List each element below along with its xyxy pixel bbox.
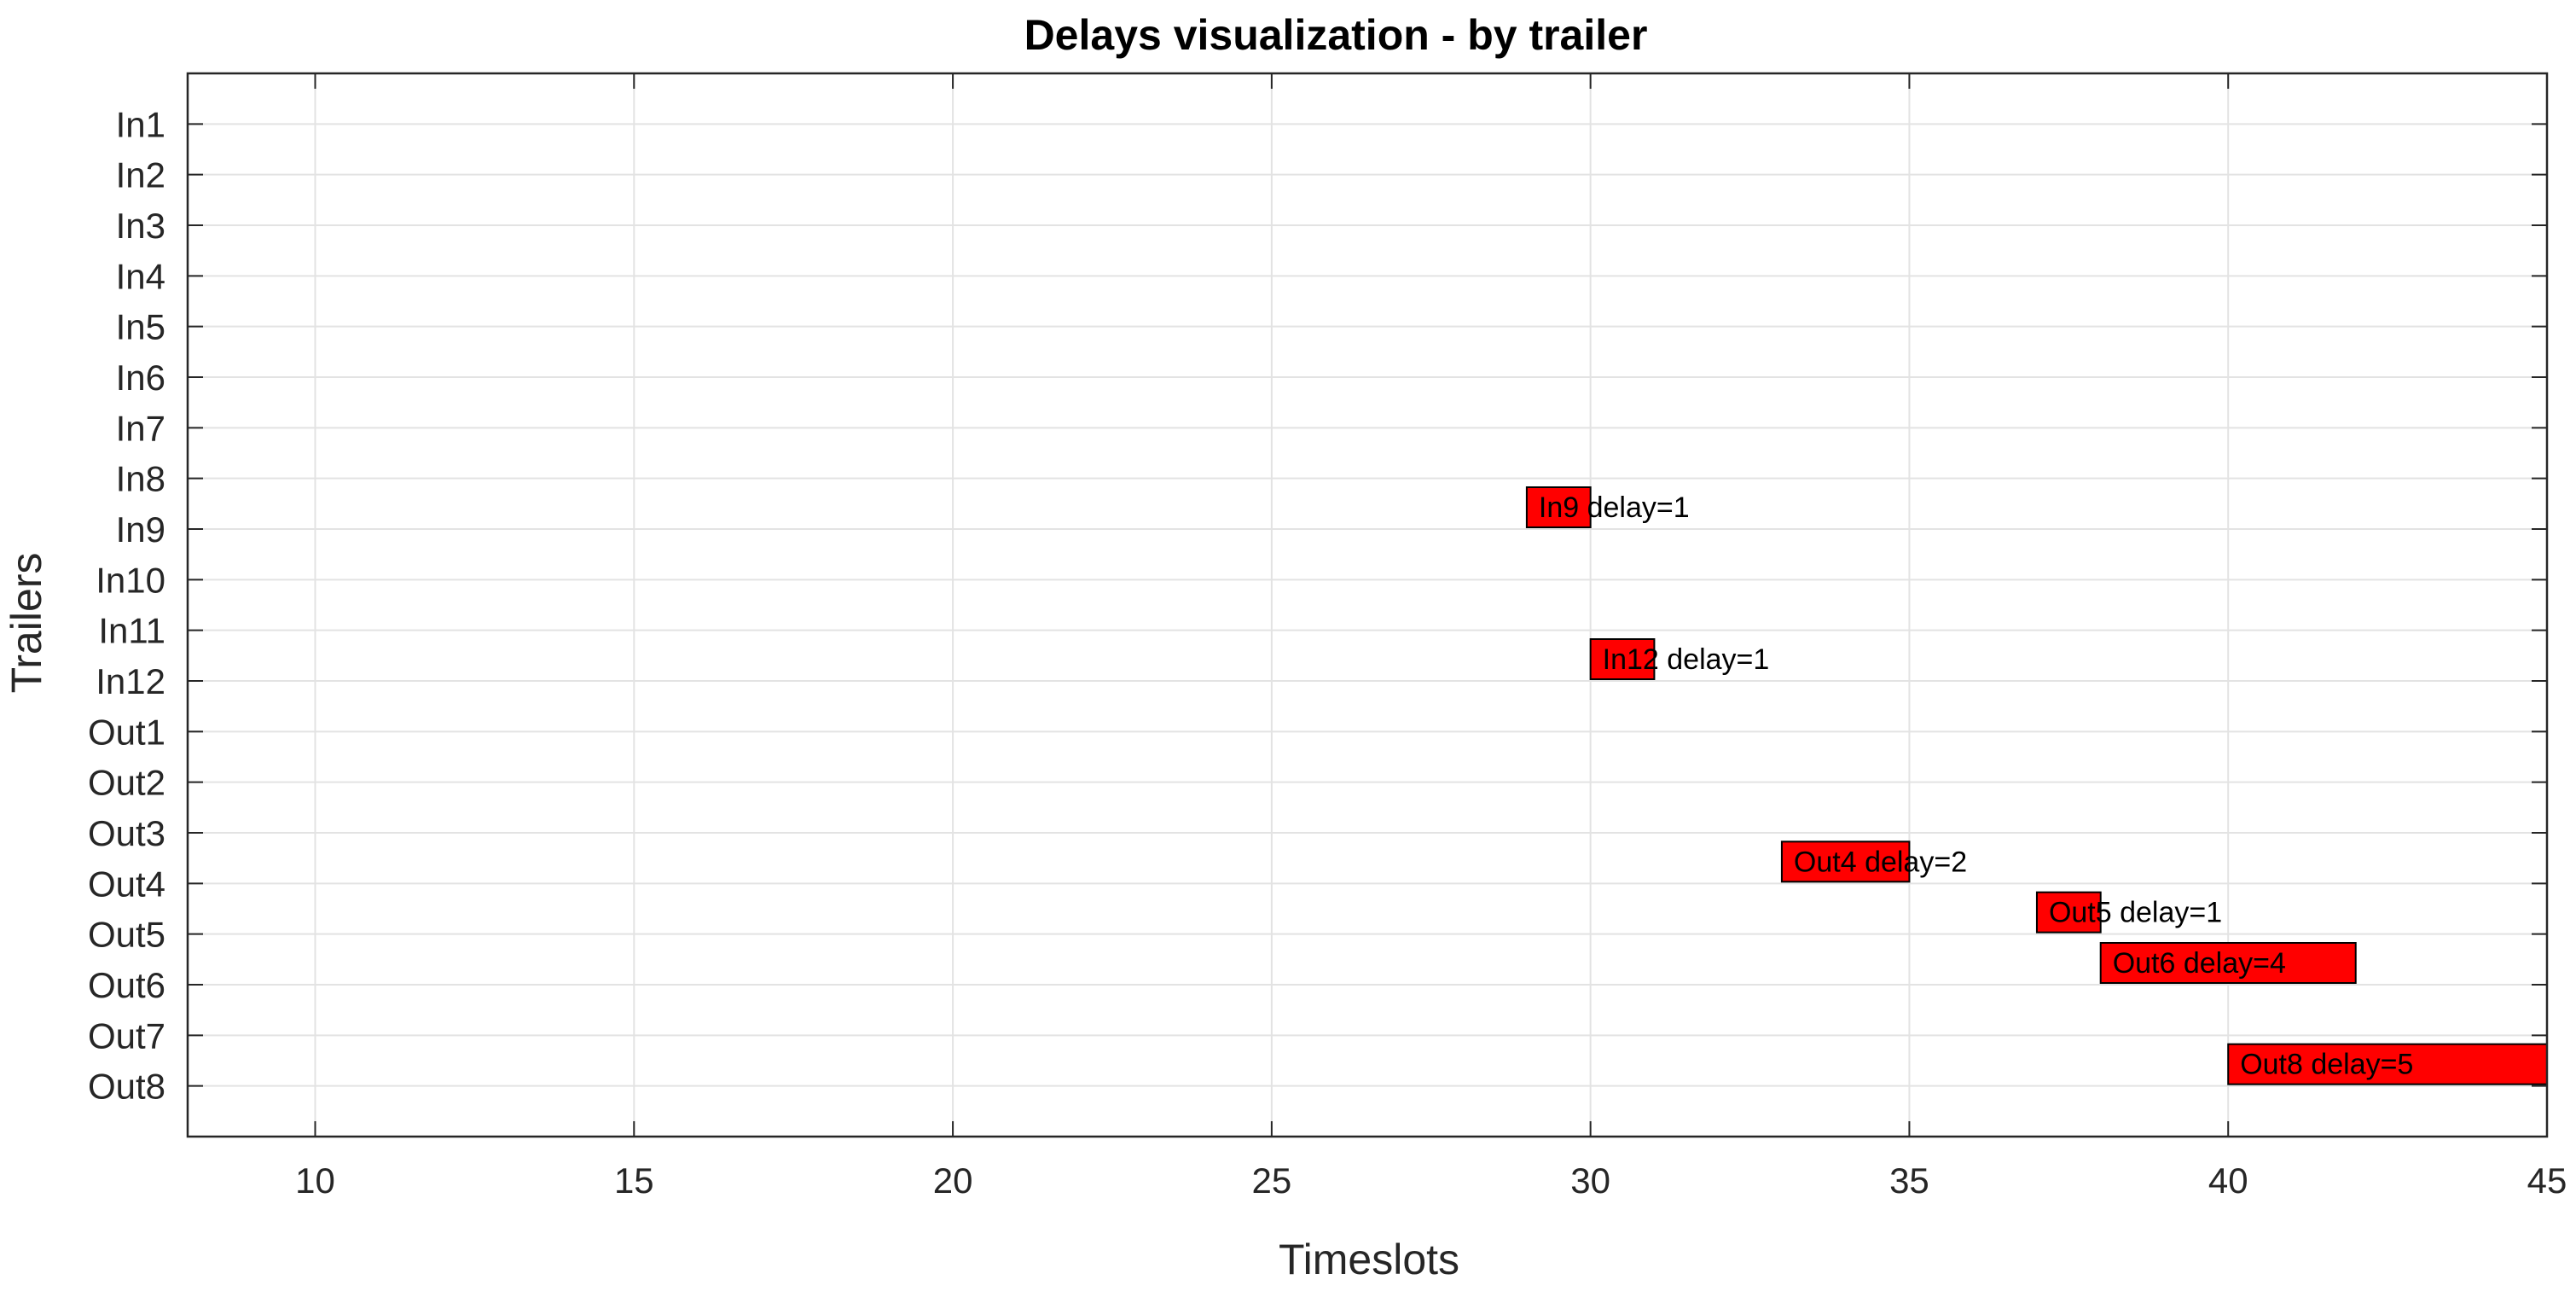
- y-tick-label: Out2: [88, 763, 165, 803]
- x-tick-label: 25: [1252, 1160, 1292, 1201]
- y-tick-label: In9: [116, 509, 165, 550]
- y-tick-label: In4: [116, 256, 165, 296]
- y-tick-label: Out5: [88, 915, 165, 955]
- bars: [1525, 486, 2549, 1085]
- delay-bar: [1525, 486, 1592, 528]
- y-tick-label: In12: [96, 661, 165, 701]
- x-tick-label: 35: [1889, 1160, 1929, 1201]
- x-tick-label: 45: [2527, 1160, 2567, 1201]
- y-tick-label: Out4: [88, 864, 165, 904]
- y-tick-label: In3: [116, 206, 165, 246]
- delay-bar-label: Out5 delay=1: [2049, 897, 2222, 929]
- y-tick-label: In7: [116, 408, 165, 448]
- x-axis-label: Timeslots: [1279, 1236, 1459, 1283]
- y-tick-label: Out3: [88, 813, 165, 853]
- delay-bar: [2099, 942, 2357, 984]
- delay-bar: [1780, 840, 1911, 883]
- bar-labels: In9 delay=1 In12 delay=1 Out4 delay=2 Out5 …: [1539, 491, 2414, 1081]
- y-tick-label: In5: [116, 307, 165, 347]
- y-axis-label: Trailers: [3, 553, 50, 694]
- delay-bar: [2035, 891, 2102, 933]
- y-tick-label: In10: [96, 560, 165, 600]
- x-axis: 10 15 20 25 30 35 40 45: [295, 73, 2567, 1201]
- delay-bar-label: In12 delay=1: [1603, 643, 1770, 676]
- delay-bar: [1589, 638, 1656, 680]
- x-tick-label: 30: [1570, 1160, 1610, 1201]
- x-tick-label: 10: [295, 1160, 335, 1201]
- y-tick-label: In8: [116, 459, 165, 499]
- delay-bar-label: Out4 delay=2: [1794, 846, 1967, 878]
- delay-bar-label: Out8 delay=5: [2240, 1049, 2413, 1081]
- delay-bar-label: Out6 delay=4: [2113, 947, 2286, 980]
- y-tick-label: In6: [116, 358, 165, 398]
- x-tick-label: 40: [2208, 1160, 2248, 1201]
- x-tick-label: 20: [933, 1160, 973, 1201]
- chart-title: Delays visualization - by trailer: [1024, 11, 1648, 59]
- grid: [188, 73, 2548, 1137]
- y-axis: In1 In2 In3 In4 In5 In6 In7 In8 In9 In10 In11 In12 O…: [88, 104, 2547, 1107]
- y-tick-label: Out1: [88, 712, 165, 752]
- x-tick-label: 15: [614, 1160, 654, 1201]
- delay-bar-label: In9 delay=1: [1539, 491, 1690, 524]
- y-tick-label: Out8: [88, 1067, 165, 1107]
- plot-frame: [186, 72, 2549, 1138]
- y-tick-label: In2: [116, 155, 165, 195]
- y-tick-label: In1: [116, 104, 165, 144]
- y-tick-label: In11: [98, 611, 165, 651]
- y-tick-label: Out6: [88, 965, 165, 1005]
- delay-bar: [2227, 1043, 2549, 1085]
- y-tick-label: Out7: [88, 1015, 165, 1056]
